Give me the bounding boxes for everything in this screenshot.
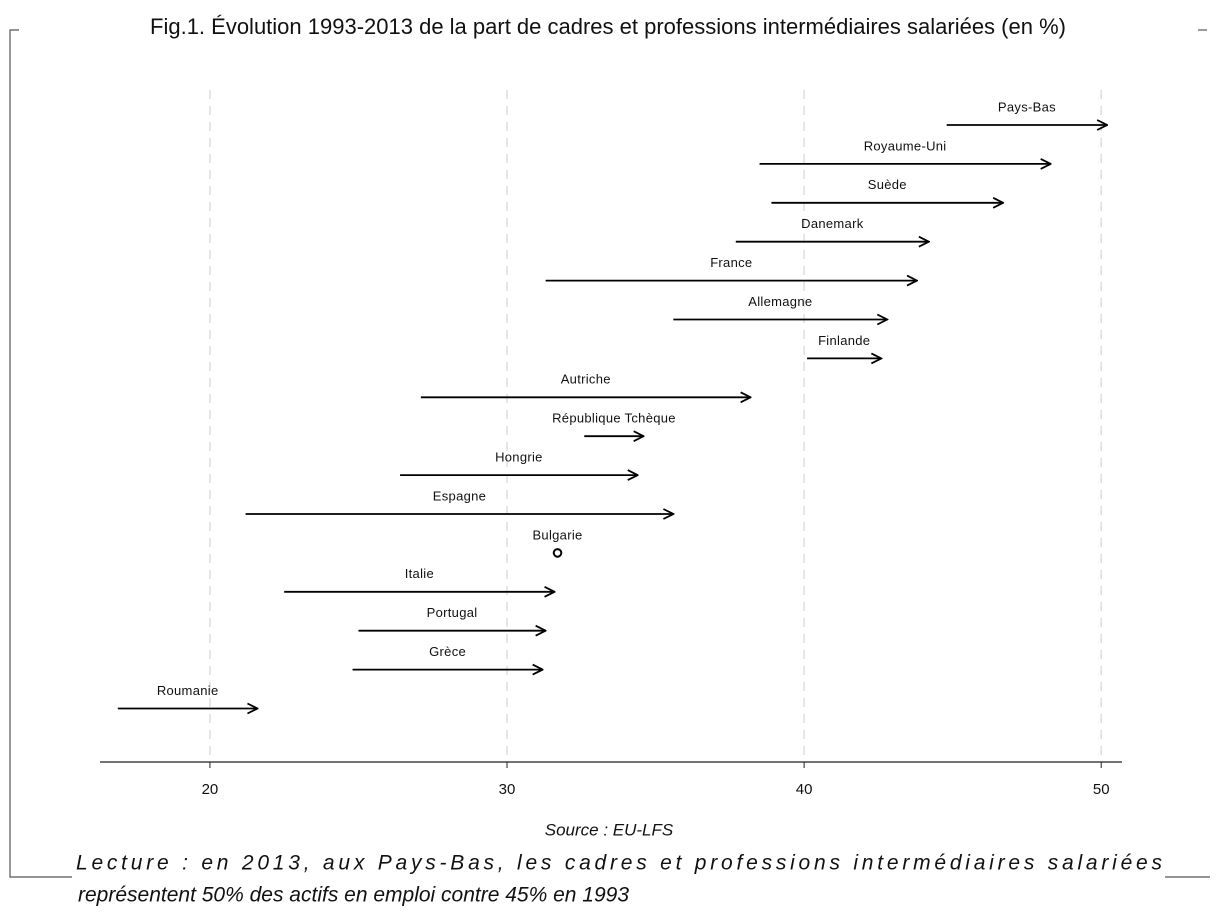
category-label: Allemagne [748, 294, 812, 309]
x-tick-label: 40 [796, 781, 813, 798]
category-label: Bulgarie [532, 527, 582, 542]
x-tick-label: 50 [1093, 781, 1110, 798]
chart-title: Fig.1. Évolution 1993-2013 de la part de… [150, 14, 1066, 39]
category-label: Roumanie [157, 683, 219, 698]
category-label: Hongrie [495, 450, 543, 465]
caption: représentent 50% des actifs en emploi co… [78, 884, 629, 907]
category-label: Espagne [433, 488, 486, 503]
category-label: France [710, 255, 752, 270]
category-label: Portugal [427, 605, 478, 620]
category-label: République Tchèque [552, 411, 676, 426]
category-label: Finlande [818, 333, 870, 348]
category-label: Royaume-Uni [864, 138, 947, 153]
x-tick-label: 30 [499, 781, 516, 798]
category-label: Danemark [801, 216, 864, 231]
category-label: Autriche [561, 372, 611, 387]
frame [9, 29, 1210, 878]
category-label: Italie [405, 566, 434, 581]
category-label: Suède [868, 177, 907, 192]
category-label: Grèce [429, 644, 466, 659]
caption: Lecture : en 2013, aux Pays-Bas, les cad… [76, 852, 1163, 875]
category-label: Pays-Bas [998, 99, 1056, 114]
source: Source : EU-LFS [545, 820, 674, 839]
point [552, 548, 563, 558]
x-tick-label: 20 [202, 781, 219, 798]
